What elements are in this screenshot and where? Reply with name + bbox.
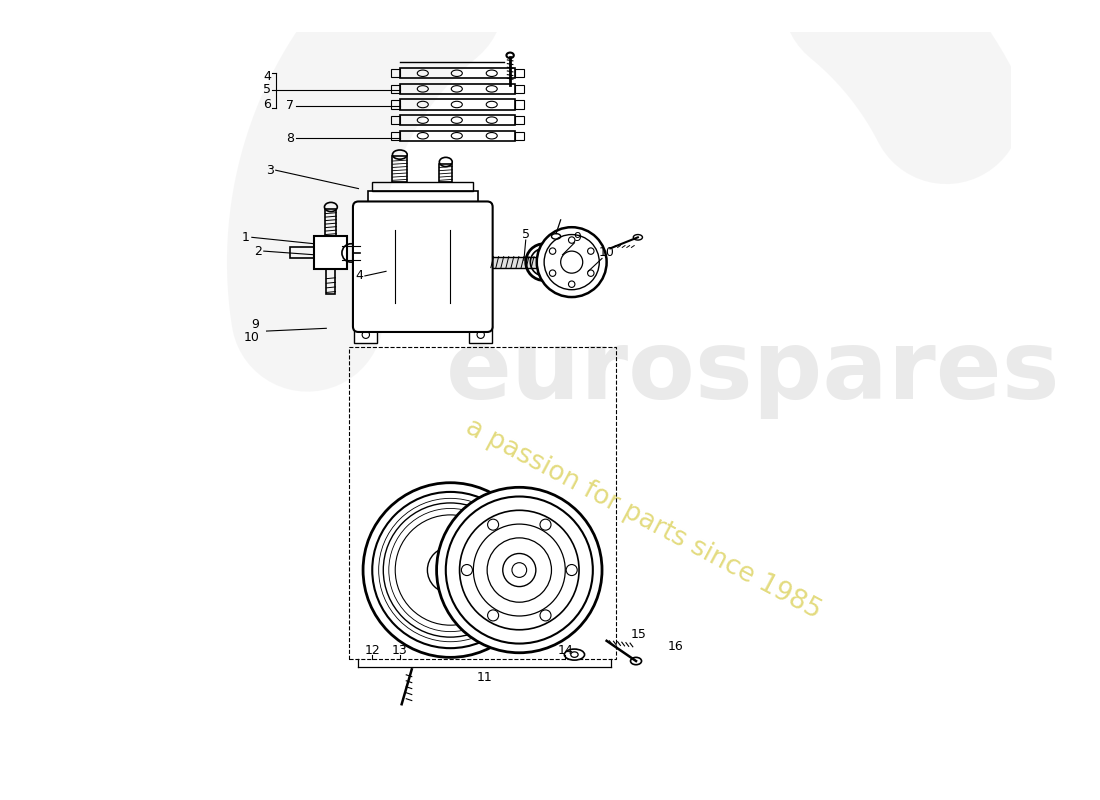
Bar <box>390 132 399 140</box>
Text: 5: 5 <box>521 228 530 241</box>
Bar <box>399 115 515 125</box>
Text: 12: 12 <box>364 643 381 657</box>
FancyBboxPatch shape <box>353 202 493 332</box>
Bar <box>439 164 452 182</box>
Text: 3: 3 <box>266 164 274 177</box>
Bar <box>350 346 616 659</box>
Text: 7: 7 <box>286 99 294 112</box>
Bar <box>372 182 473 191</box>
Bar <box>354 326 377 343</box>
Text: 2: 2 <box>254 245 262 258</box>
Ellipse shape <box>363 482 538 658</box>
Bar <box>399 68 515 78</box>
Text: 10: 10 <box>598 246 615 259</box>
Bar <box>515 116 524 124</box>
Bar <box>315 236 348 270</box>
Bar <box>390 85 399 93</box>
Bar <box>390 116 399 124</box>
Bar <box>390 100 399 109</box>
Text: 15: 15 <box>631 628 647 641</box>
Text: 9: 9 <box>573 231 581 244</box>
Text: 4: 4 <box>263 70 271 83</box>
Text: 10: 10 <box>243 331 260 344</box>
Bar <box>469 326 492 343</box>
Text: 16: 16 <box>668 640 683 653</box>
Text: 6: 6 <box>263 98 271 110</box>
Ellipse shape <box>564 649 584 660</box>
Ellipse shape <box>537 227 606 297</box>
Bar <box>399 99 515 110</box>
Text: a passion for parts since 1985: a passion for parts since 1985 <box>461 414 826 625</box>
Text: 8: 8 <box>286 131 294 145</box>
Bar <box>487 257 538 268</box>
Text: 11: 11 <box>477 671 493 684</box>
Bar <box>367 191 477 211</box>
Bar <box>399 130 515 141</box>
Bar <box>289 247 315 258</box>
Text: 14: 14 <box>558 643 573 657</box>
Bar <box>326 209 337 236</box>
Bar <box>393 157 407 182</box>
Bar <box>390 69 399 78</box>
Bar <box>515 100 524 109</box>
Text: 1: 1 <box>242 231 250 244</box>
Bar <box>399 84 515 94</box>
Text: 5: 5 <box>263 83 271 96</box>
Text: 9: 9 <box>251 318 260 331</box>
Ellipse shape <box>437 487 602 653</box>
Text: 4: 4 <box>355 270 363 282</box>
Text: eurospares: eurospares <box>447 326 1062 419</box>
Bar <box>327 270 336 294</box>
Text: 13: 13 <box>392 643 408 657</box>
Bar <box>515 85 524 93</box>
Bar <box>515 132 524 140</box>
Bar <box>515 69 524 78</box>
